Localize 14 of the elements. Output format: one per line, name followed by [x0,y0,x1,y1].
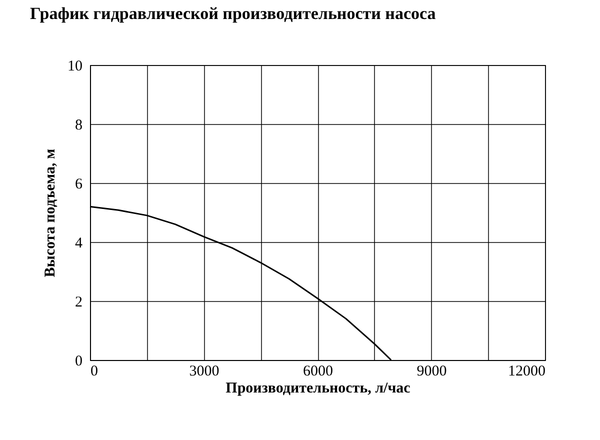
x-tick-label: 9000 [416,364,447,380]
y-tick-label: 8 [75,118,82,134]
y-tick-label: 2 [75,294,82,310]
y-tick-label: 10 [68,58,82,74]
x-tick-label: 6000 [303,364,333,380]
y-tick-label: 0 [75,354,82,370]
y-tick-label: 4 [75,236,83,252]
x-axis-title: Производительность, л/час [226,380,411,396]
y-tick-label: 6 [75,176,83,192]
y-axis-title: Высота подъема, м [42,148,58,278]
x-tick-label: 0 [90,364,98,380]
x-tick-label: 3000 [189,364,220,380]
x-tick-label: 12000 [508,364,546,380]
chart-title: График гидравлической производительности насоса [30,4,436,23]
